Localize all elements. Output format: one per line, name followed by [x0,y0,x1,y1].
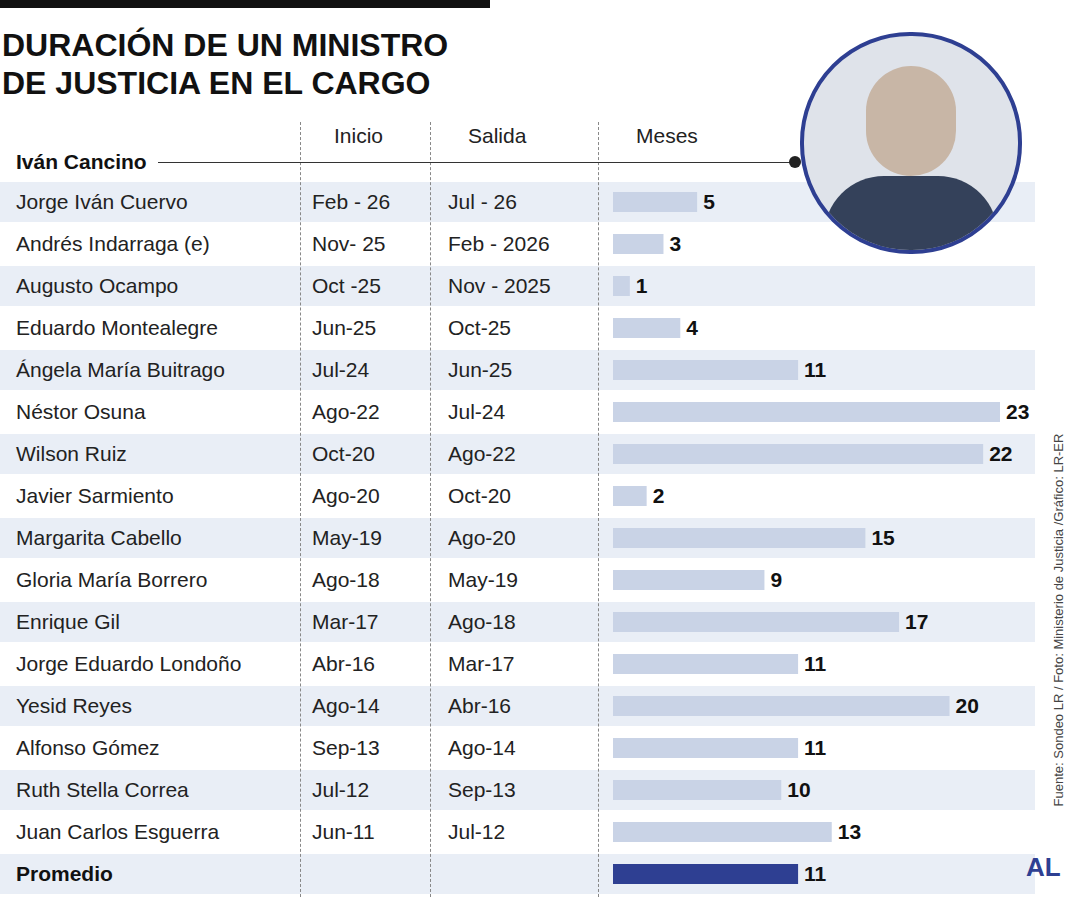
html-text:Jorge Eduardo Londoño: Jorge Eduardo Londoño [16,652,242,675]
svg-text:1: 1 [636,274,648,297]
html-text:Jorge Iván Cuervo: Jorge Iván Cuervo [16,190,188,213]
html-text:Jun-25: Jun-25 [312,316,377,339]
html-text:Fuente: Sondeo LR / Foto: Mini: Fuente: Sondeo LR / Foto: Ministerio de … [1050,433,1066,807]
html-text:Ago-20: Ago-20 [448,526,516,549]
html-text:DURACIÓN DE UN MINISTRO: DURACIÓN DE UN MINISTRO [2,27,449,63]
svg-text:11: 11 [804,358,827,381]
html-text:Jun-11: Jun-11 [312,820,375,843]
html-text:Andrés Indarraga (e): Andrés Indarraga (e) [16,232,210,255]
html-text:Néstor Osuna: Néstor Osuna [16,400,146,423]
html-text:DE JUSTICIA EN EL CARGO: DE JUSTICIA EN EL CARGO [2,65,431,101]
svg-text:20: 20 [956,694,979,717]
html-text:Nov - 2025: Nov - 2025 [448,274,551,297]
html-text:Jul-12: Jul-12 [448,820,506,843]
html-text:Wilson Ruiz: Wilson Ruiz [16,442,127,465]
html-text:Eduardo Montealegre: Eduardo Montealegre [16,316,218,339]
html-text:Oct -25: Oct -25 [312,274,381,297]
html-text:Mar-17: Mar-17 [312,610,379,633]
svg-text:11: 11 [804,862,827,885]
svg-text:4: 4 [686,316,698,339]
html-text:Inicio: Inicio [334,124,383,147]
html-text:Oct-25: Oct-25 [448,316,511,339]
html-text:Alfonso Gómez: Alfonso Gómez [16,736,160,759]
html-text:Ruth Stella Correa: Ruth Stella Correa [16,778,189,801]
html-text:May-19: May-19 [312,526,382,549]
svg-text:23: 23 [1006,400,1029,423]
html-text:AL: AL [1026,852,1061,882]
html-text:Javier Sarmiento: Javier Sarmiento [16,484,174,507]
svg-text:17: 17 [905,610,928,633]
html-text:Ago-14: Ago-14 [312,694,380,717]
html-text:Ago-20: Ago-20 [312,484,380,507]
html-text:Gloria María Borrero: Gloria María Borrero [16,568,208,591]
html-text:Yesid Reyes: Yesid Reyes [16,694,132,717]
html-text:Sep-13: Sep-13 [448,778,516,801]
svg-text:5: 5 [703,190,715,213]
html-text:Feb - 2026: Feb - 2026 [448,232,550,255]
html-text:Ago-18: Ago-18 [312,568,380,591]
html-text:Meses: Meses [636,124,698,147]
html-text:Ago-14: Ago-14 [448,736,516,759]
svg-text:15: 15 [871,526,895,549]
html-text:Abr-16: Abr-16 [448,694,511,717]
html-text:Jul-24: Jul-24 [312,358,370,381]
html-text:Jul-24: Jul-24 [448,400,506,423]
html-text:May-19: May-19 [448,568,518,591]
html-text:Salida: Salida [468,124,527,147]
html-text:Ago-22: Ago-22 [312,400,380,423]
html-text:Oct-20: Oct-20 [448,484,511,507]
html-text:Jul-12: Jul-12 [312,778,370,801]
html-text:Feb - 26: Feb - 26 [312,190,391,213]
svg-text:3: 3 [669,232,681,255]
html-text:Promedio: Promedio [16,862,113,885]
html-text:Ángela María Buitrago: Ángela María Buitrago [16,358,225,381]
html-text:Ago-22: Ago-22 [448,442,516,465]
html-text:Jul - 26: Jul - 26 [448,190,517,213]
html-text:Oct-20: Oct-20 [312,442,375,465]
svg-text:11: 11 [804,652,827,675]
html-text:Enrique Gil: Enrique Gil [16,610,120,633]
html-text:Iván Cancino: Iván Cancino [16,150,147,173]
svg-text:13: 13 [838,820,861,843]
svg-text:10: 10 [787,778,810,801]
html-text:Mar-17: Mar-17 [448,652,515,675]
html-text:Abr-16: Abr-16 [312,652,375,675]
svg-text:11: 11 [804,736,827,759]
svg-text:2: 2 [653,484,665,507]
html-text:Sep-13: Sep-13 [312,736,380,759]
html-text:Augusto Ocampo: Augusto Ocampo [16,274,179,297]
html-text:Juan Carlos Esguerra: Juan Carlos Esguerra [16,820,220,843]
svg-text:22: 22 [989,442,1012,465]
html-text:Nov- 25: Nov- 25 [312,232,386,255]
svg-text:9: 9 [770,568,782,591]
html-text:Margarita Cabello: Margarita Cabello [16,526,182,549]
html-text:Jun-25: Jun-25 [448,358,513,381]
html-text:Ago-18: Ago-18 [448,610,516,633]
